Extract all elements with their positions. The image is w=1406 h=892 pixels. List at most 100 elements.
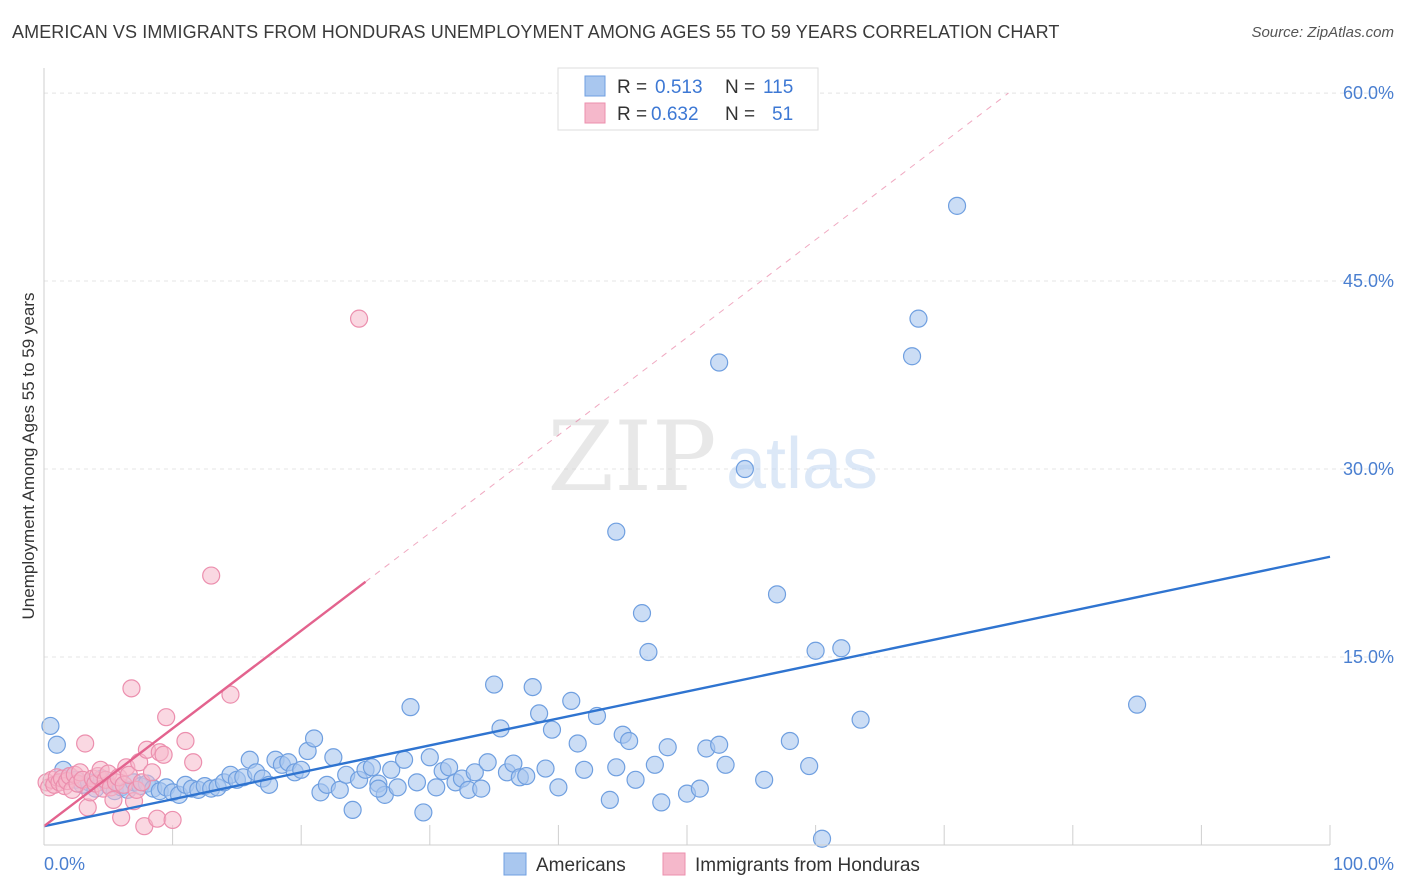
- americans-point: [607, 758, 626, 777]
- americans-point: [485, 675, 504, 694]
- x-tick-marks: [43, 825, 1331, 845]
- grid-lines: [44, 92, 1394, 658]
- americans-point: [382, 760, 401, 779]
- americans-point: [800, 756, 819, 776]
- americans-point: [394, 750, 414, 769]
- honduras-trend-line: [43, 580, 367, 828]
- stats-n-value-honduras: 51: [772, 104, 793, 125]
- americans-point: [439, 758, 459, 777]
- americans-point: [478, 753, 497, 772]
- americans-point: [542, 720, 562, 739]
- americans-point: [562, 691, 581, 710]
- americans-point: [343, 800, 362, 820]
- americans-point: [645, 755, 664, 774]
- americans-point: [401, 698, 420, 717]
- honduras-point: [76, 734, 95, 753]
- americans-point: [362, 758, 382, 777]
- americans-trend-line: [43, 555, 1331, 828]
- x-tick-label-max: 100.0%: [1333, 854, 1394, 874]
- americans-point: [568, 734, 587, 753]
- americans-point: [388, 778, 407, 797]
- americans-point: [806, 641, 825, 660]
- y-tick-label: 60.0%: [1343, 83, 1394, 103]
- americans-point: [575, 760, 594, 779]
- watermark-zip: ZIP: [547, 401, 716, 513]
- americans-point: [292, 760, 311, 779]
- americans-point: [710, 353, 729, 372]
- honduras-point: [157, 708, 176, 727]
- source-credit: Source: ZipAtlas.com: [1251, 24, 1394, 41]
- americans-point: [472, 779, 491, 798]
- americans-point: [530, 704, 549, 723]
- stats-n-label-americans: N =: [725, 77, 755, 98]
- americans-points: [41, 196, 1147, 848]
- americans-point: [607, 522, 626, 541]
- americans-point: [41, 716, 60, 736]
- honduras-point: [176, 731, 195, 751]
- stats-swatch-honduras: [584, 102, 606, 124]
- y-axis-title: Unemployment Among Ages 55 to 59 years: [19, 293, 38, 620]
- legend-label-americans: Americans: [536, 855, 626, 876]
- honduras-point: [142, 763, 162, 782]
- americans-point: [369, 779, 388, 798]
- americans-point: [832, 639, 851, 658]
- honduras-point: [163, 810, 182, 830]
- americans-point: [626, 770, 645, 789]
- honduras-point: [104, 790, 123, 809]
- americans-point: [414, 803, 433, 822]
- americans-point: [427, 778, 446, 797]
- americans-point: [517, 766, 536, 786]
- honduras-point: [154, 745, 173, 764]
- americans-point: [536, 759, 555, 778]
- honduras-point: [78, 798, 97, 817]
- legend-swatch-americans: [503, 852, 527, 876]
- americans-point: [780, 731, 799, 751]
- americans-point: [735, 459, 754, 479]
- series-legend: Americans Immigrants from Honduras: [503, 852, 920, 876]
- stats-n-label-honduras: N =: [725, 104, 755, 125]
- honduras-point: [148, 809, 167, 828]
- americans-point: [465, 763, 484, 782]
- stats-n-value-americans: 115: [763, 77, 793, 98]
- stats-swatch-americans: [584, 75, 606, 97]
- honduras-point: [122, 679, 141, 698]
- americans-point: [716, 755, 735, 774]
- trend-lines: [43, 92, 1331, 828]
- americans-point: [690, 779, 709, 798]
- stats-r-label-americans: R =: [617, 77, 647, 98]
- americans-point: [47, 735, 66, 754]
- americans-point: [658, 738, 677, 757]
- honduras-points: [37, 309, 369, 836]
- honduras-point: [184, 753, 203, 772]
- y-tick-label: 30.0%: [1343, 459, 1394, 479]
- americans-point: [1127, 695, 1147, 714]
- legend-swatch-honduras: [662, 852, 686, 876]
- honduras-point: [202, 566, 221, 585]
- americans-point: [755, 770, 774, 789]
- americans-point: [330, 780, 349, 799]
- americans-point: [632, 604, 652, 623]
- americans-point: [812, 829, 832, 848]
- americans-point: [909, 309, 928, 328]
- americans-point: [902, 347, 922, 366]
- americans-point: [710, 735, 729, 754]
- americans-point: [304, 729, 324, 748]
- stats-r-value-americans: 0.513: [655, 77, 703, 98]
- stats-r-value-honduras: 0.632: [651, 104, 699, 125]
- americans-point: [407, 773, 427, 792]
- americans-point: [767, 585, 787, 604]
- americans-point: [600, 790, 619, 809]
- americans-point: [523, 677, 542, 697]
- chart-title: AMERICAN VS IMMIGRANTS FROM HONDURAS UNE…: [12, 22, 1060, 42]
- stats-legend: R = 0.513 N = 115 R = 0.632 N = 51: [557, 67, 819, 131]
- honduras-trend-extension: [365, 92, 1009, 583]
- y-tick-label: 45.0%: [1343, 271, 1394, 291]
- legend-label-honduras: Immigrants from Honduras: [695, 855, 920, 876]
- honduras-point: [221, 685, 240, 704]
- x-tick-label-min: 0.0%: [44, 854, 85, 874]
- y-tick-labels: 15.0% 30.0% 45.0% 60.0%: [1343, 83, 1394, 667]
- americans-point: [851, 710, 870, 729]
- honduras-point: [349, 309, 369, 328]
- americans-point: [620, 731, 639, 751]
